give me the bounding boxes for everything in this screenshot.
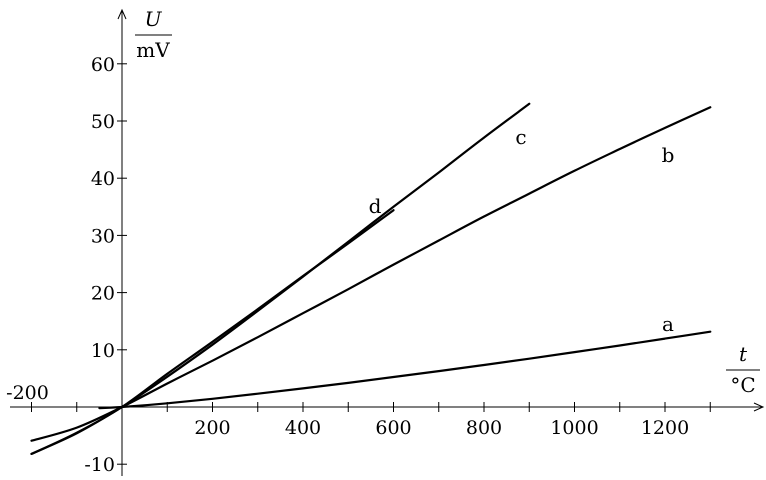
x-tick-label: 600	[375, 417, 411, 439]
y-tick-label: 60	[91, 54, 115, 76]
labels: -200 200 400 600 800 1000 1200 -10 10 20 30 40 50 60 U…	[6, 7, 760, 476]
series-line-b	[30, 106, 712, 442]
x-tick-label: 800	[466, 417, 502, 439]
x-axis-unit: °C	[730, 373, 755, 397]
series-line-c	[30, 102, 531, 455]
x-axis-arrow	[753, 402, 765, 412]
x-tick-label: -200	[6, 382, 49, 404]
series-label-b: b	[662, 143, 675, 167]
y-tick-label: -10	[84, 454, 115, 476]
series-label-c: c	[515, 125, 526, 149]
x-tick-label: 400	[285, 417, 321, 439]
series-label-a: a	[662, 312, 674, 336]
curves	[30, 102, 712, 455]
x-tick-label: 200	[194, 417, 230, 439]
y-axis-unit: mV	[136, 38, 170, 62]
y-tick-label: 10	[91, 340, 115, 362]
ticks	[31, 63, 711, 465]
x-tick-label: 1200	[641, 417, 689, 439]
series-label-d: d	[369, 194, 382, 218]
y-tick-label: 40	[91, 168, 115, 190]
series-line-a	[98, 330, 712, 410]
x-tick-label: 1000	[550, 417, 598, 439]
y-axis-arrow	[117, 8, 127, 20]
y-tick-label: 50	[91, 111, 115, 133]
y-axis-symbol: U	[145, 7, 163, 31]
x-axis-symbol: t	[739, 342, 748, 366]
y-tick-label: 20	[91, 283, 115, 305]
series-line-d	[30, 209, 395, 455]
y-tick-label: 30	[91, 225, 115, 247]
